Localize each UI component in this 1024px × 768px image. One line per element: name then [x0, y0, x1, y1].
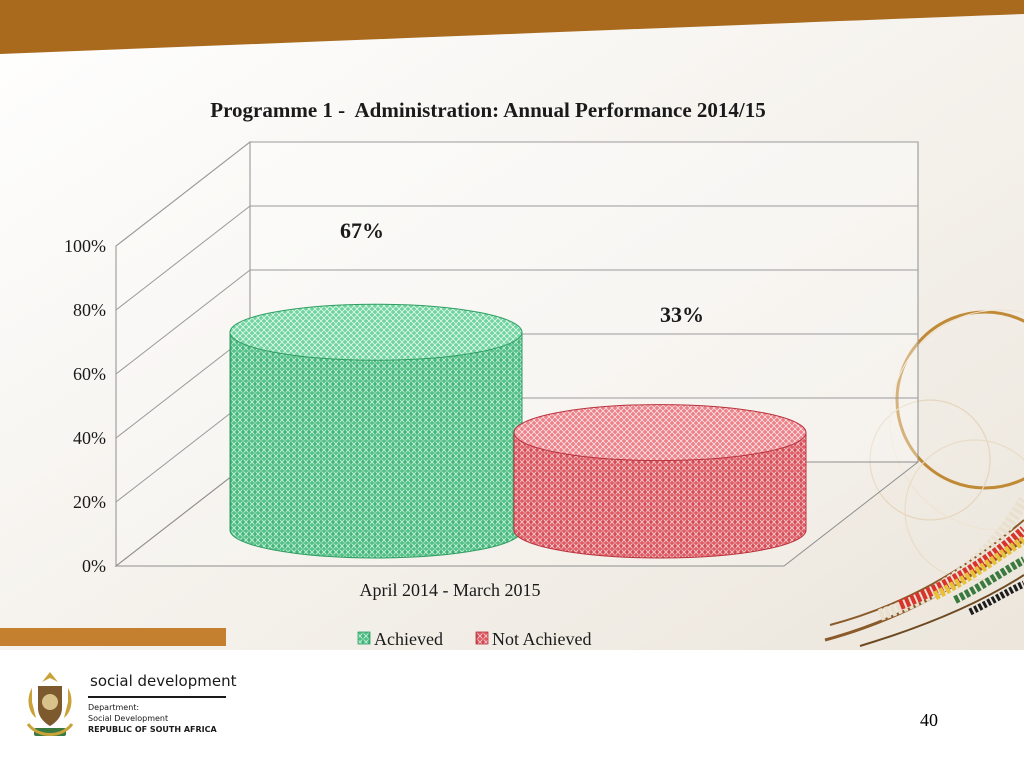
- y-tick-label: 20%: [73, 492, 106, 512]
- bar-top: [229, 303, 523, 361]
- data-labels: 67% 33%: [340, 218, 704, 327]
- top-band: [0, 0, 1024, 54]
- coat-of-arms-icon: [26, 672, 74, 736]
- brand-name: social development: [90, 672, 237, 690]
- page-number: 40: [920, 710, 938, 730]
- legend-swatch-not-achieved: [475, 631, 489, 645]
- country-name: REPUBLIC OF SOUTH AFRICA: [88, 725, 217, 734]
- y-tick-label: 100%: [64, 236, 106, 256]
- bars: [229, 303, 807, 559]
- department-name: Social Development: [88, 714, 169, 723]
- y-tick-label: 80%: [73, 300, 106, 320]
- bar-achieved: [229, 303, 523, 559]
- department-logo: social development Department: Social De…: [22, 668, 252, 748]
- department-label: Department:: [88, 703, 140, 712]
- y-axis-tick-labels: 0% 20% 40% 60% 80% 100%: [64, 236, 106, 576]
- x-category-label: April 2014 - March 2015: [360, 580, 541, 600]
- legend: Achieved Not Achieved: [357, 629, 591, 649]
- brand-rule: [88, 696, 226, 698]
- bar-top: [513, 404, 807, 462]
- y-tick-label: 60%: [73, 364, 106, 384]
- accent-bar: [0, 628, 226, 646]
- bar-not-achieved: [513, 404, 807, 559]
- data-label: 33%: [660, 302, 704, 327]
- legend-label-not-achieved: Not Achieved: [492, 629, 591, 649]
- y-tick-label: 0%: [82, 556, 106, 576]
- y-tick-label: 40%: [73, 428, 106, 448]
- gridline: [115, 141, 918, 247]
- gridline: [115, 269, 918, 375]
- data-label: 67%: [340, 218, 384, 243]
- legend-label-achieved: Achieved: [374, 629, 443, 649]
- beaded-necklace-decoration: [824, 497, 1024, 647]
- bar-side: [513, 432, 807, 559]
- footer: [0, 650, 1024, 768]
- bar-side: [229, 331, 523, 559]
- legend-swatch-achieved: [357, 631, 371, 645]
- gridline: [115, 205, 918, 311]
- chart-title: Programme 1 - Administration: Annual Per…: [210, 98, 765, 122]
